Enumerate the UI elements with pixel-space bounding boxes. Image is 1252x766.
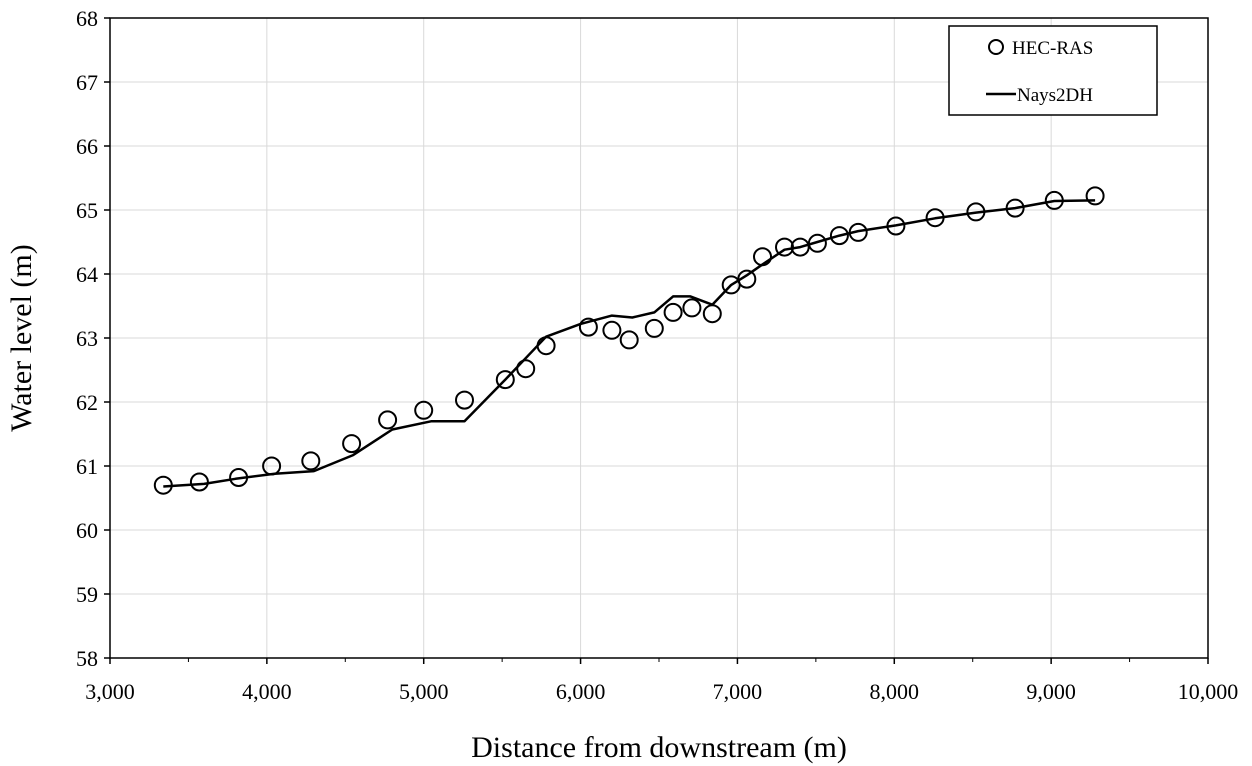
hec-ras-point [966,202,986,222]
hec-ras-point [775,237,794,257]
hec-ras-point [536,336,556,356]
hec-ras-point [925,208,945,228]
gridlines [110,18,1208,658]
x-tick-label: 3,000 [85,679,135,704]
hec-ras-point [663,302,683,322]
x-tick-label: 10,000 [1178,679,1239,704]
x-axis-title: Distance from downstream (m) [471,731,847,764]
y-axis-title: Water level (m) [5,244,38,432]
hec-ras-point [602,320,622,340]
hec-ras-series [153,186,1105,495]
y-tick-label: 68 [76,6,98,31]
hec-ras-point [578,317,598,337]
y-tick-label: 61 [76,454,98,479]
hec-ras-point [619,330,639,350]
hec-ras-point [682,298,702,318]
hec-ras-point [753,247,772,267]
nays2dh-series [163,199,1096,488]
hec-ras-point [807,233,827,253]
hec-ras-point [1044,190,1064,210]
x-tick-label: 5,000 [399,679,449,704]
legend-box [948,25,1158,116]
legend-marker-hec-ras [988,39,1004,55]
hec-ras-point [342,434,362,454]
hec-ras-point [301,451,321,471]
x-tick-label: 6,000 [556,679,606,704]
x-tick-label: 8,000 [870,679,920,704]
x-tick-label: 4,000 [242,679,292,704]
y-tick-label: 60 [76,518,98,543]
y-tick-label: 67 [76,70,98,95]
hec-ras-point [189,472,209,492]
y-tick-label: 62 [76,390,98,415]
hec-ras-point [1005,198,1025,218]
y-tick-label: 66 [76,134,98,159]
hec-ras-point [737,269,757,289]
hec-ras-point [414,400,434,420]
hec-ras-point [848,222,868,242]
hec-ras-point [886,216,906,236]
hec-ras-point [1085,186,1105,206]
y-tick-label: 63 [76,326,98,351]
hec-ras-point [455,390,474,410]
axis-ticks: 3,000 4,000 5,000 6,000 7,000 8,000 9,000 10,00… [76,6,1238,704]
hec-ras-point [644,318,664,338]
hec-ras-point [262,456,282,476]
legend-label-hec-ras: HEC-RAS [1012,38,1093,59]
x-tick-label: 9,000 [1026,679,1076,704]
legend-label-nays2dh: Nays2DH [1017,85,1093,106]
legend: HEC-RAS Nays2DH [948,25,1158,116]
nays2dh-line [163,199,1096,488]
hec-ras-point [378,410,398,430]
hec-ras-point [495,370,515,390]
hec-ras-point [702,304,722,324]
y-tick-label: 59 [76,582,98,607]
y-tick-label: 58 [76,646,98,671]
y-tick-label: 64 [76,262,98,287]
hec-ras-point [516,359,536,379]
y-tick-label: 65 [76,198,98,223]
hec-ras-point [153,475,173,495]
hec-ras-point [829,226,849,246]
hec-ras-point [229,468,249,487]
x-tick-label: 7,000 [713,679,763,704]
